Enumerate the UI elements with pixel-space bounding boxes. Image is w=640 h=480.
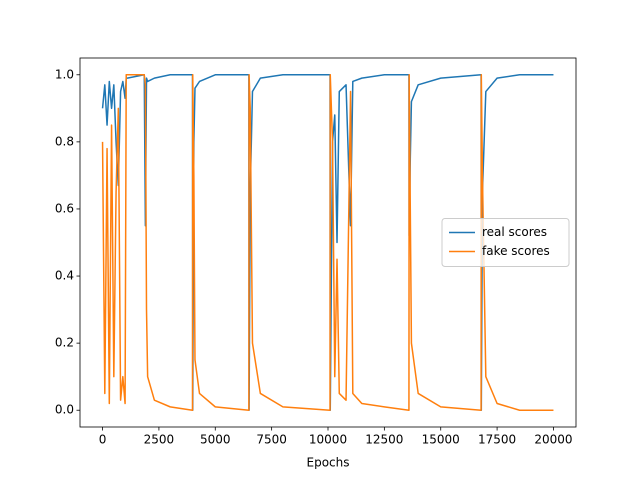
x-tick-label: 2500 xyxy=(144,433,175,447)
legend-label: fake scores xyxy=(482,244,550,258)
legend-label: real scores xyxy=(482,225,547,239)
legend-box xyxy=(441,218,570,267)
x-tick-label: 15000 xyxy=(422,433,460,447)
line-series xyxy=(101,74,554,411)
y-tick-label: 0.4 xyxy=(55,269,74,283)
x-tick-label: 7500 xyxy=(256,433,287,447)
x-axis-label: Epochs xyxy=(307,456,350,470)
x-tick-label: 20000 xyxy=(534,433,572,447)
line-series xyxy=(101,74,554,411)
y-tick-label: 0.2 xyxy=(55,336,74,350)
x-tick-label: 0 xyxy=(99,433,107,447)
x-tick-label: 17500 xyxy=(478,433,516,447)
x-tick-label: 10000 xyxy=(309,433,347,447)
y-tick-label: 0.6 xyxy=(55,201,74,215)
y-tick-label: 1.0 xyxy=(55,67,74,81)
x-tick-label: 12500 xyxy=(365,433,403,447)
x-tick-label: 5000 xyxy=(200,433,231,447)
y-tick-label: 0.0 xyxy=(55,403,74,417)
y-tick-label: 0.8 xyxy=(55,134,74,148)
